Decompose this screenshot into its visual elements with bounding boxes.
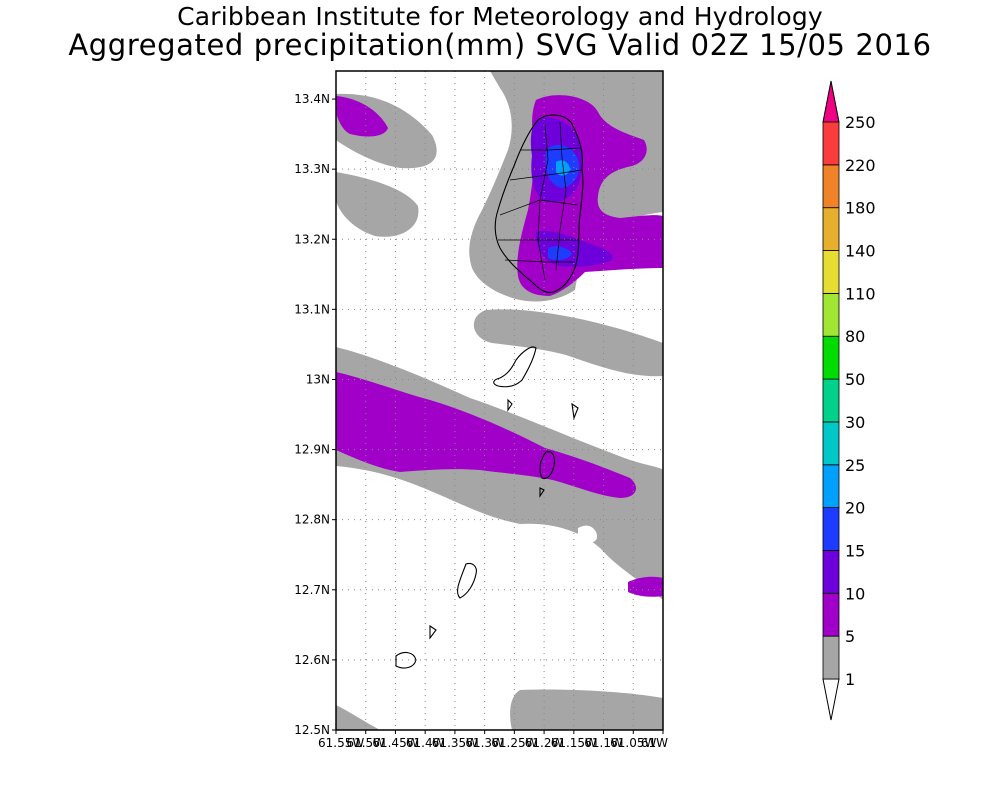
lat-tick-label: 13.2N [294,232,330,246]
lat-tick-label: 12.5N [294,723,330,737]
lon-tick-label: 61.1W [584,736,623,750]
colorbar-swatch [822,592,840,637]
chart-title-product: Aggregated precipitation(mm) SVG Valid 0… [68,28,932,62]
colorbar-swatch [822,250,840,294]
colorbar-label: 30 [845,413,865,432]
colorbar-swatch [822,421,840,466]
lat-tick-label: 12.7N [294,583,330,597]
colorbar-swatch [822,164,840,209]
colorbar-swatch [822,121,840,166]
colorbar-swatch [822,335,840,380]
colorbar-label: 250 [845,113,876,132]
bequia-island [493,346,537,388]
lon-tick-label: 61.4W [406,736,445,750]
colorbar-label: 25 [845,456,865,475]
lon-tick-label: 61.35W [432,736,478,750]
colorbar-swatch [822,378,840,423]
colorbar-swatch [822,464,840,509]
carriacou-island [457,562,477,599]
lat-tick-label: 13.1N [294,302,330,316]
colorbar-label: 180 [845,199,876,218]
longitude-axis: 61.55W61.5W61.45W61.4W61.35W61.3W61.25W6… [318,730,668,750]
colorbar-swatch [822,635,840,680]
chart-title-institute: Caribbean Institute for Meteorology and … [177,2,823,31]
colorbar-swatch [822,207,840,251]
watershed-lines [498,121,583,281]
lon-tick-label: 61W [641,736,668,750]
colorbar-swatch [822,550,840,594]
lat-tick-label: 12.8N [294,513,330,527]
st-vincent-island [494,114,584,294]
lon-tick-label: 61.55W [318,736,364,750]
lon-tick-label: 61.2W [525,736,564,750]
lon-tick-label: 61.05W [610,736,656,750]
colorbar-label: 20 [845,499,865,518]
colorbar-swatch [822,507,840,551]
colorbar-label: 110 [845,284,876,303]
lon-tick-label: 61.25W [491,736,537,750]
colorbar-label: 15 [845,541,865,560]
map-gridlines [336,71,663,730]
colorbar-label: 50 [845,370,865,389]
lon-tick-label: 61.15W [551,736,597,750]
lat-tick-label: 12.9N [294,443,330,457]
colorbar-label: 220 [845,156,876,175]
colorbar-label: 80 [845,327,865,346]
colorbar-label: 10 [845,584,865,603]
islet-2 [507,398,513,412]
coastlines [395,114,584,669]
colorbar-lower-arrow [822,678,840,721]
colorbar-swatch [822,292,840,337]
mustique-island [571,402,579,421]
dry-pocket [578,525,598,544]
colorbar-label: 5 [845,627,855,646]
latitude-axis: 13.4N 13.3N 13.2N 13.1N 13N 12.9N 12.8N 12.7N 12… [294,92,336,737]
colorbar-upper-arrow [822,80,840,123]
colorbar-label: 140 [845,242,876,261]
islet-3 [539,487,545,498]
lon-tick-label: 61.45W [372,736,418,750]
lat-tick-label: 13.4N [294,92,330,106]
canouan-island [539,451,556,479]
lon-tick-label: 61.3W [465,736,504,750]
lat-tick-label: 13.3N [294,162,330,176]
precipitation-field [336,71,663,730]
petite-martinique-island [395,651,417,669]
lon-tick-label: 61.5W [346,736,385,750]
map-frame [335,70,664,731]
colorbar-label: 1 [845,670,855,689]
lat-tick-label: 12.6N [294,653,330,667]
lat-tick-label: 13N [306,372,330,386]
islet-1 [429,624,437,640]
